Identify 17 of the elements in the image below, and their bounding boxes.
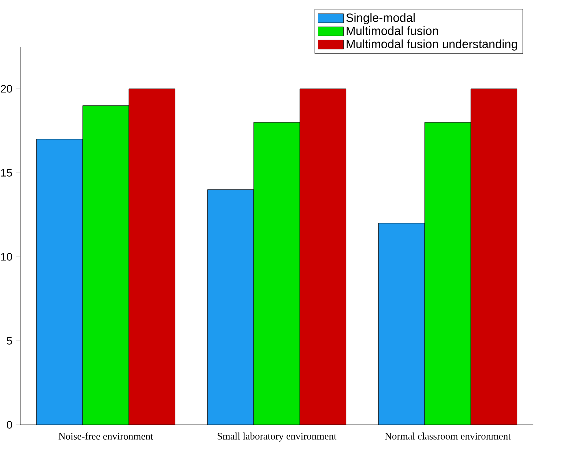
y-tick-label: 10 <box>1 253 12 261</box>
x-tick-label: Noise-free environment <box>58 432 154 440</box>
bar <box>470 88 518 426</box>
x-tick-label: Normal classroom environment <box>385 432 512 440</box>
bar <box>300 89 346 426</box>
x-tick-label: Small laboratory environment <box>218 432 337 442</box>
bar <box>378 223 426 426</box>
legend-label: Single-modal <box>346 13 415 25</box>
y-tick-label: 0 <box>7 421 12 429</box>
y-tick-label: 15 <box>1 169 12 177</box>
legend-label: Multimodal fusion <box>346 26 438 36</box>
legend-label: Multimodal fusion understanding <box>346 40 518 51</box>
y-tick-label: 5 <box>7 337 12 345</box>
bar <box>129 89 176 426</box>
bar <box>208 190 254 426</box>
bar <box>36 139 83 426</box>
y-tick-label: 20 <box>1 85 12 93</box>
